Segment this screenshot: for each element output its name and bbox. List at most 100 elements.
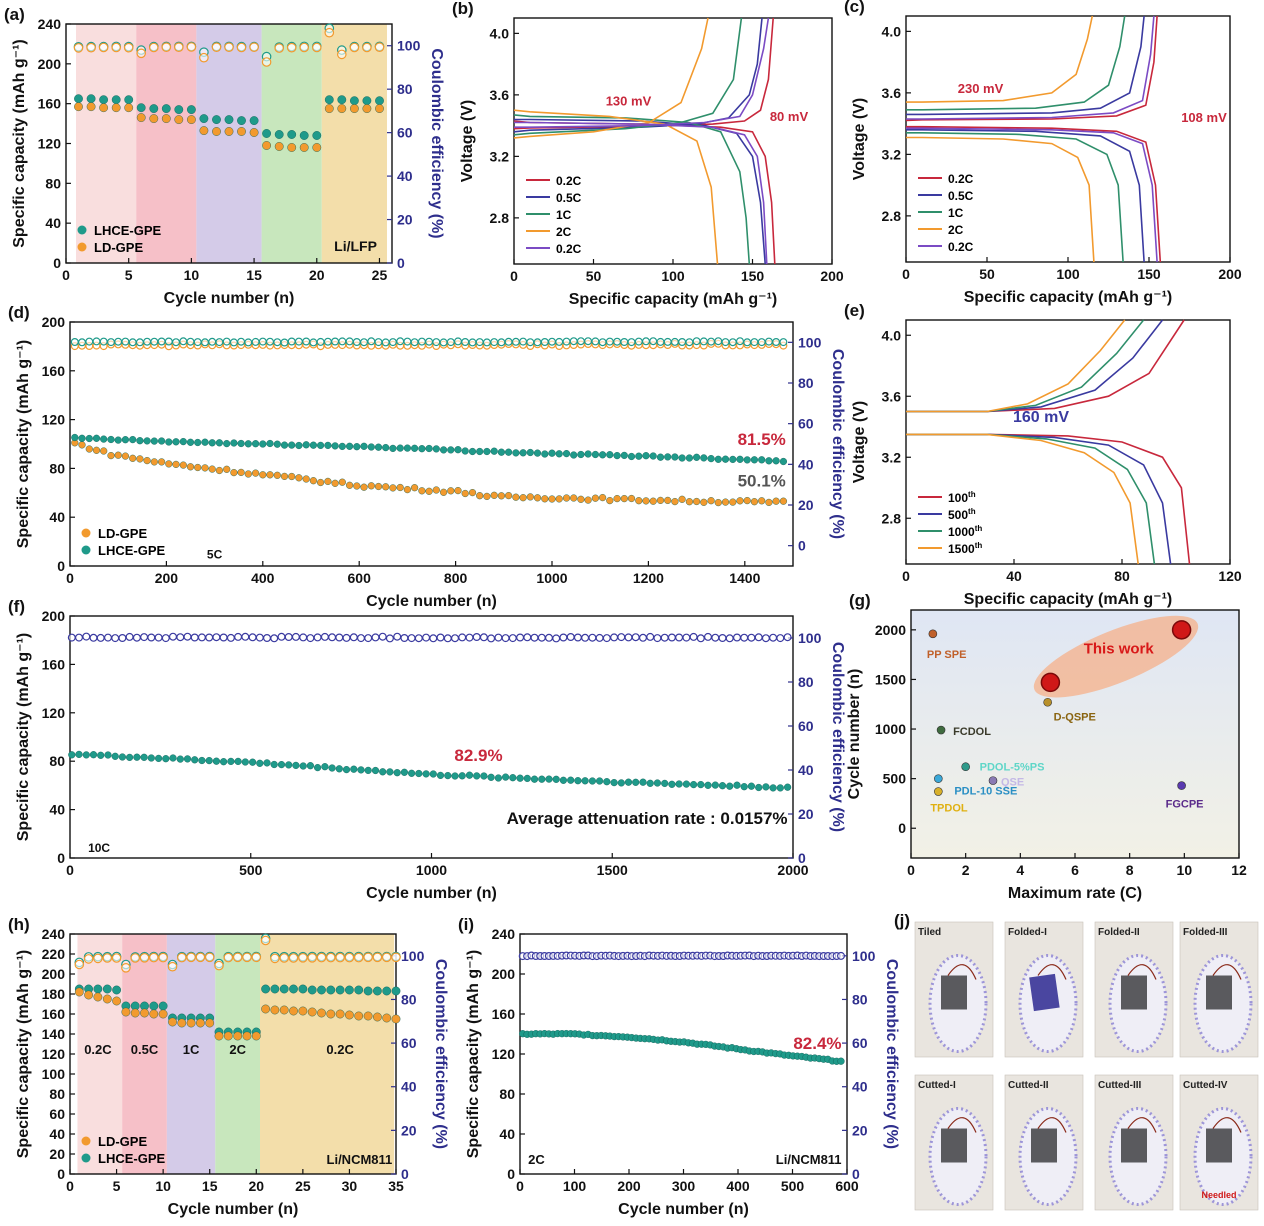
- data-point-LD-GPE CE: [236, 42, 247, 53]
- legend-label: 2C: [556, 225, 572, 239]
- data-point-LHCE-GPE: [733, 781, 741, 789]
- series-line-0.2C: [514, 121, 768, 265]
- data-point-LHCE-GPE CE: [125, 632, 134, 641]
- data-point-LHCE-GPE CE: [436, 633, 445, 642]
- y2-tick-label: 100: [852, 948, 876, 964]
- data-point-LHCE-GPE: [400, 768, 409, 776]
- data-point-LD-GPE: [743, 497, 751, 505]
- photo-tiled: Tiled: [914, 921, 994, 1058]
- data-point-LD-GPE CE: [316, 952, 327, 963]
- x-tick-label: 200: [155, 570, 179, 586]
- panel-d: 0 200 400 600 800 1000 1200 1400 0 40 80 120 160 200 0…: [8, 303, 846, 610]
- data-point-LHCE-GPE: [85, 434, 93, 443]
- data-point-LHCE-GPE: [324, 441, 332, 450]
- x-tick-label: 5: [125, 267, 133, 283]
- data-point-LHCE-GPE: [363, 986, 373, 996]
- data-point-LHCE-GPE CE: [458, 633, 467, 642]
- data-point-LHCE-GPE CE: [403, 337, 412, 346]
- data-point-LHCE-GPE CE: [164, 337, 173, 346]
- legend-swatch: [81, 545, 91, 555]
- data-point-LHCE-GPE: [444, 771, 452, 780]
- data-point-LD-GPE: [273, 471, 281, 479]
- data-point-LD-GPE: [158, 1009, 168, 1019]
- data-point-LD-GPE: [570, 494, 578, 502]
- data-point-LD-GPE: [512, 493, 520, 501]
- data-point-LD-GPE: [454, 487, 462, 495]
- data-point-LHCE-GPE CE: [533, 338, 542, 347]
- data-point-LHCE-GPE: [111, 95, 121, 105]
- data-point-LHCE-GPE: [440, 446, 448, 454]
- data-point-LHCE-GPE: [299, 131, 309, 140]
- data-point-LHCE-GPE CE: [118, 633, 127, 642]
- data-point-LHCE-GPE CE: [761, 634, 770, 643]
- x-tick-label: 20: [309, 267, 325, 283]
- data-point-LD-GPE: [199, 126, 209, 136]
- data-point-LD-GPE: [548, 495, 556, 503]
- data-point-LHCE-GPE CE: [82, 632, 91, 641]
- data-point-LHCE-GPE: [606, 451, 614, 459]
- photo-label: Cutted-I: [918, 1080, 956, 1091]
- y-tick-label: 200: [42, 966, 66, 982]
- x-tick-label: 0: [66, 570, 74, 586]
- data-point-LHCE-GPE CE: [757, 338, 766, 347]
- data-point-LHCE-GPE CE: [425, 337, 434, 346]
- data-point-LHCE-GPE CE: [251, 337, 260, 346]
- series-line-1C: [906, 15, 1126, 111]
- data-point-LHCE-GPE: [487, 773, 495, 781]
- data-point-LD-GPE: [497, 492, 506, 500]
- y-axis-label: Voltage (V): [851, 98, 868, 180]
- x-tick-label: 500: [239, 862, 263, 878]
- panel-c: 0 50 100 150 200 2.8 3.2 3.6 4.0 Specific capacit…: [844, 0, 1242, 306]
- data-point-LD-GPE: [85, 445, 93, 453]
- y2-tick-label: 60: [798, 416, 814, 432]
- data-point-LHCE-GPE: [328, 764, 336, 772]
- y2-tick-label: 20: [397, 212, 413, 228]
- x-tick-label: 400: [251, 570, 275, 586]
- data-point-LHCE-GPE: [494, 774, 503, 782]
- y-tick-label: 120: [42, 705, 66, 721]
- data-point-LD-GPE CE: [251, 952, 262, 963]
- data-point-LD-GPE: [317, 1008, 326, 1018]
- data-point-LD-GPE: [186, 463, 195, 471]
- data-point-LHCE-GPE CE: [335, 633, 344, 642]
- data-point-LHCE-GPE CE: [547, 337, 556, 346]
- x-tick-label: 150: [1137, 266, 1161, 282]
- x-tick-label: 1000: [416, 862, 447, 878]
- legend-swatch: [81, 1136, 91, 1146]
- data-point-LD-GPE: [555, 495, 563, 503]
- legend-label: LHCE-GPE: [98, 1151, 166, 1166]
- data-point-LHCE-GPE CE: [179, 337, 188, 346]
- data-point-LHCE-GPE: [411, 444, 419, 452]
- data-point-LHCE-GPE: [92, 434, 101, 442]
- data-point-LD-GPE: [107, 452, 115, 460]
- x-tick-label: 500: [781, 1178, 805, 1194]
- data-point-LD-GPE CE: [223, 952, 234, 963]
- data-point-LHCE-GPE CE: [696, 634, 705, 643]
- data-point-LD-GPE CE: [232, 952, 243, 963]
- data-point-LD-GPE: [172, 460, 180, 469]
- data-point-LD-GPE: [374, 482, 383, 491]
- y-tick-label: 0: [57, 1166, 65, 1182]
- data-point-LD-GPE CE: [93, 953, 103, 964]
- data-point-LHCE-GPE CE: [443, 634, 452, 643]
- data-point-LD-GPE: [140, 1008, 149, 1018]
- data-point-LHCE-GPE CE: [385, 634, 394, 643]
- data-point-LD-GPE: [772, 497, 780, 505]
- data-point-LHCE-GPE CE: [241, 632, 250, 641]
- x-tick-label: 1400: [729, 570, 760, 586]
- y-tick-label: 220: [42, 946, 66, 962]
- data-point-LHCE-GPE CE: [740, 633, 749, 642]
- data-point-LD-GPE: [505, 492, 513, 500]
- data-point-LHCE-GPE CE: [248, 633, 257, 642]
- data-point-LHCE-GPE: [99, 95, 109, 105]
- y-axis-label: Voltage (V): [459, 100, 476, 182]
- data-point-LD-GPE CE: [123, 42, 134, 53]
- data-point-LHCE-GPE: [97, 751, 105, 759]
- data-point-LD-GPE: [143, 457, 151, 465]
- data-point-LHCE-GPE CE: [588, 633, 597, 642]
- data-point-LHCE-GPE: [649, 452, 657, 460]
- x-tick-label: 100: [563, 1178, 587, 1194]
- data-point-LHCE-GPE: [298, 984, 308, 994]
- data-point-LHCE-GPE CE: [226, 633, 235, 642]
- panel-label: (e): [844, 301, 865, 320]
